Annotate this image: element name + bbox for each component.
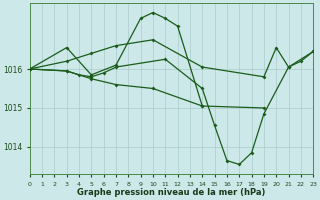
- X-axis label: Graphe pression niveau de la mer (hPa): Graphe pression niveau de la mer (hPa): [77, 188, 266, 197]
